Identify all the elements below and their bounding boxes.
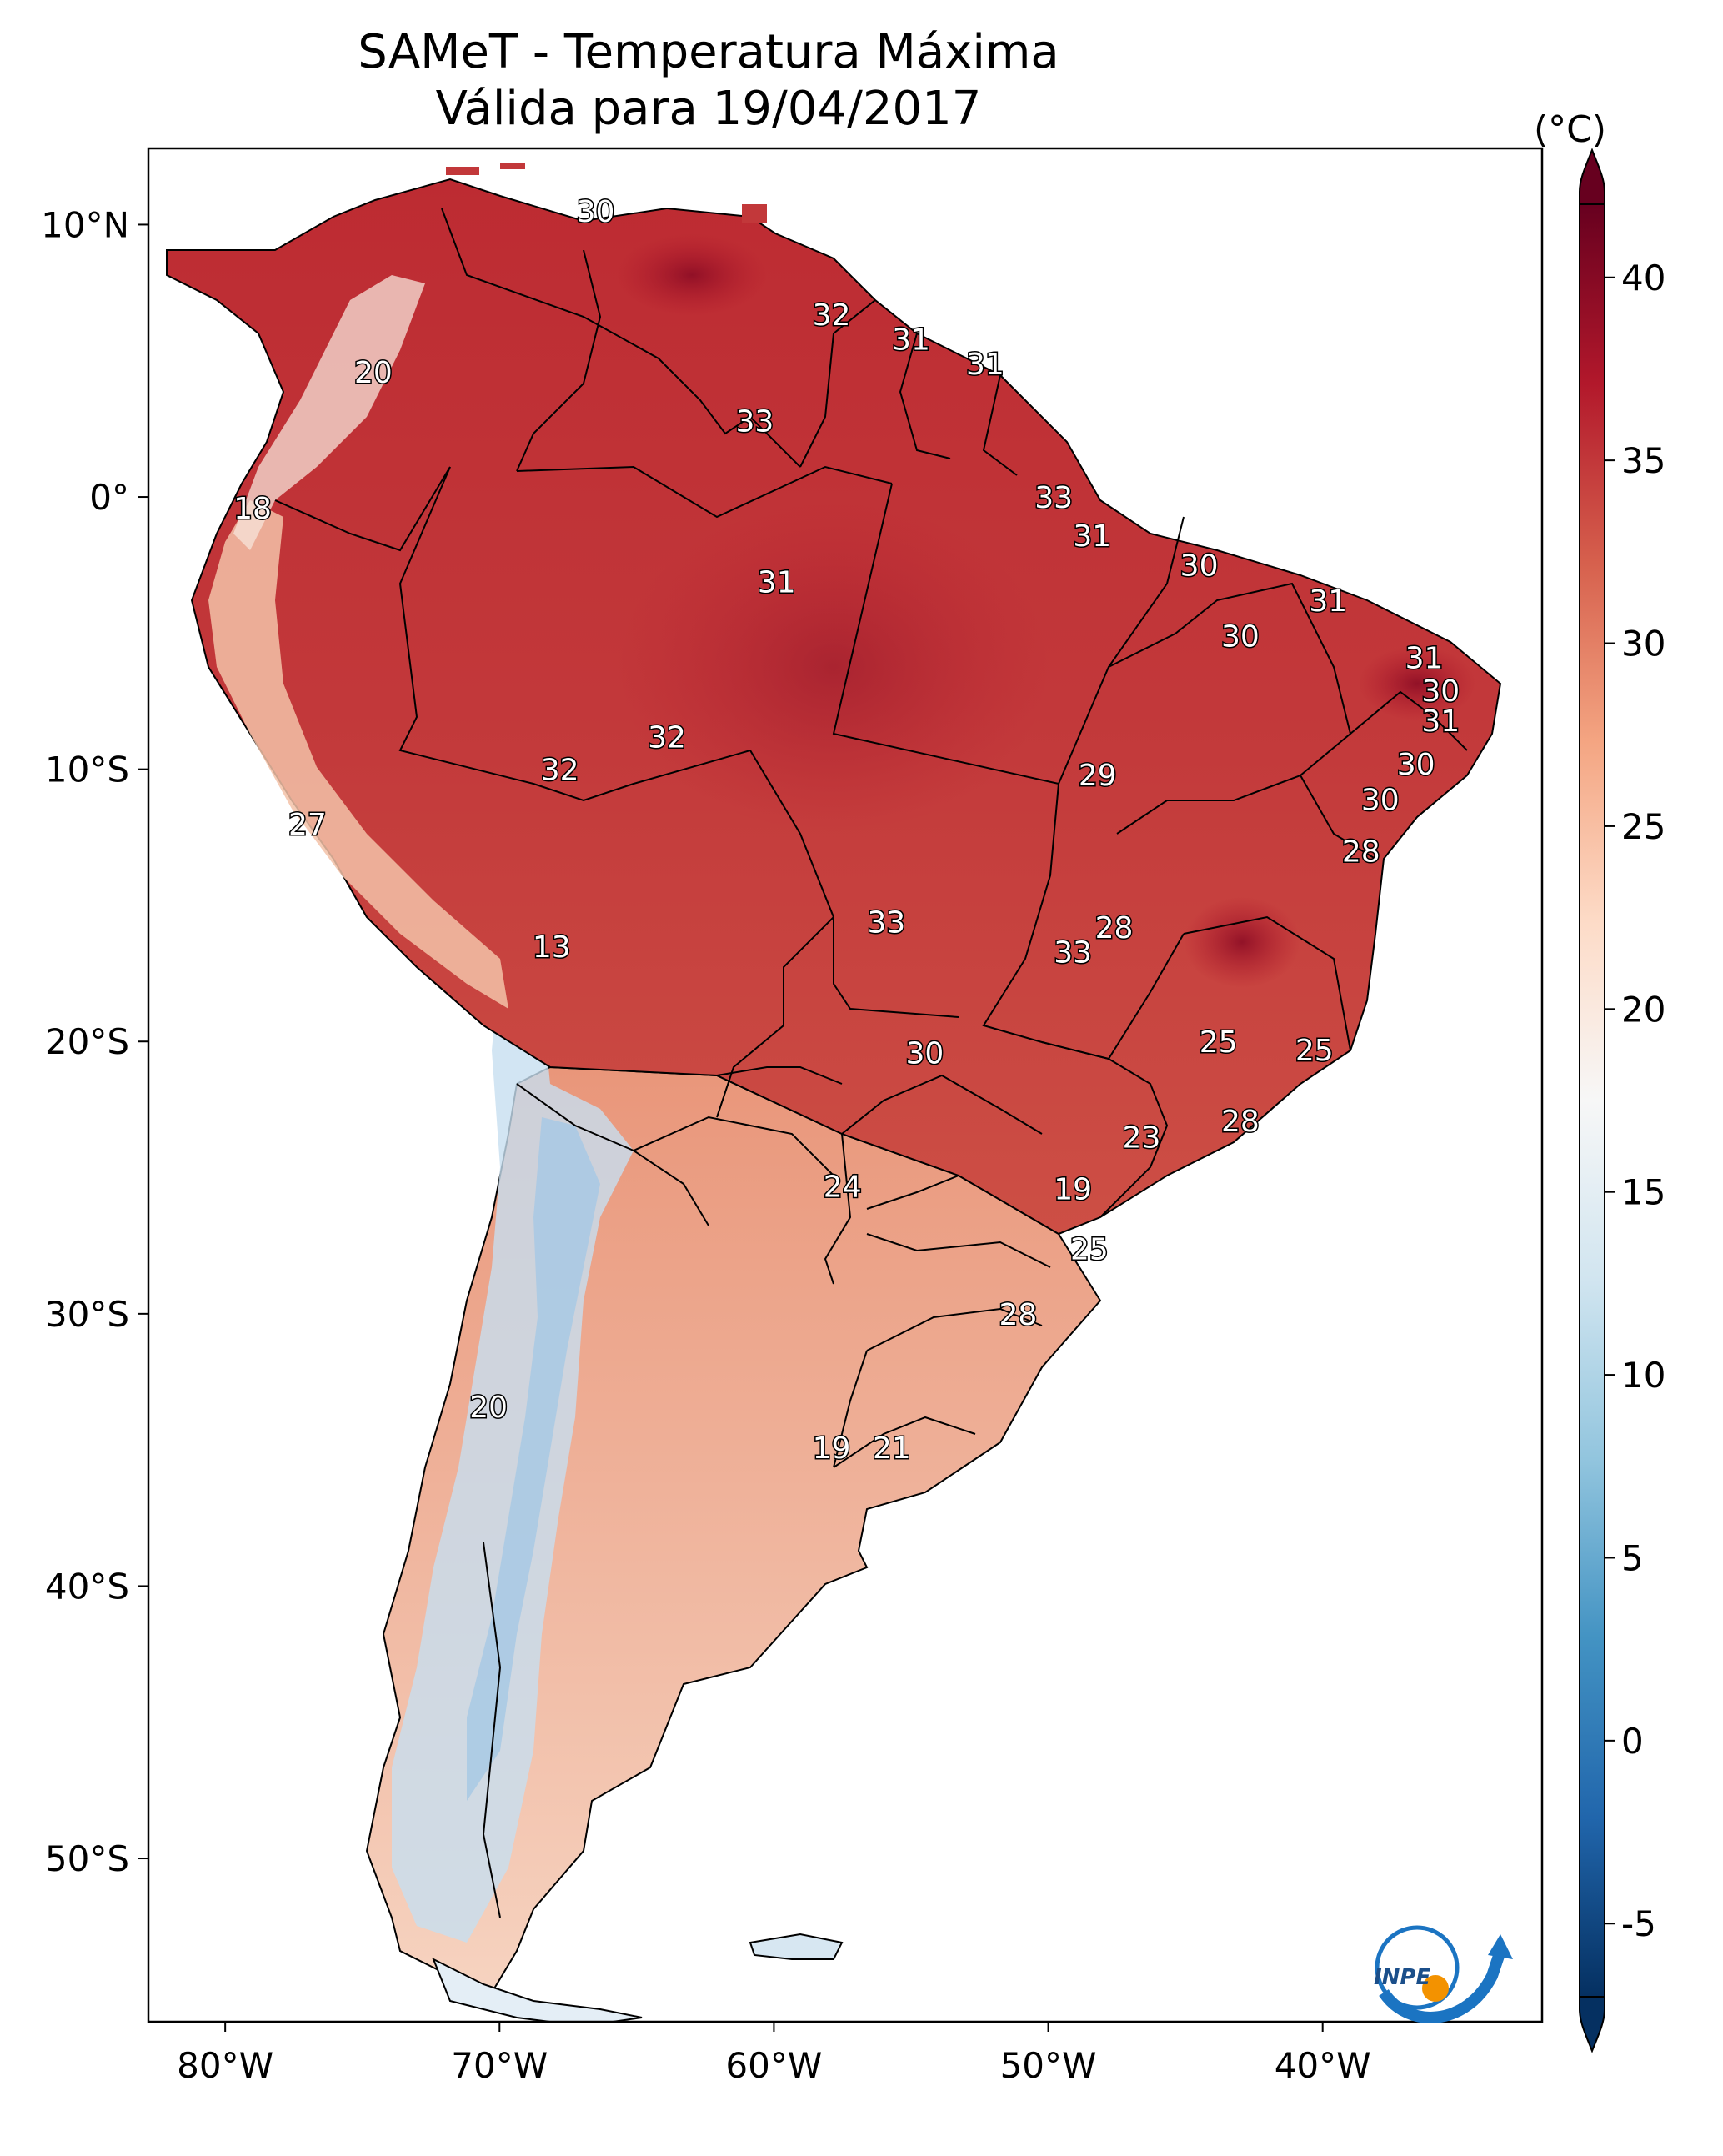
station-temperature-label: 25	[1295, 1034, 1334, 1068]
island-trinidad	[742, 204, 767, 223]
lon-tick-label: 80°W	[177, 2045, 273, 2086]
lat-tick-label: 20°S	[45, 1021, 129, 1062]
pacific-coast-cool-strip	[208, 500, 508, 1009]
station-temperature-label: 30	[1221, 620, 1260, 654]
latitude-axis: 10°N 0° 10°S 20°S 30°S 40°S 50°S	[41, 204, 148, 1879]
colorbar: -5 0 5 10 15 20 25 30 35 40	[1579, 148, 1665, 2053]
station-temperature-label: 31	[1421, 704, 1460, 739]
inpe-logo: INPE	[1374, 1925, 1513, 2023]
station-temperature-label: 23	[1123, 1121, 1161, 1156]
station-temperature-label: 31	[1073, 519, 1111, 554]
lon-tick-label: 70°W	[451, 2045, 548, 2086]
colorbar-tick-label: 5	[1621, 1537, 1644, 1578]
colorbar-tick-label: 30	[1621, 624, 1665, 664]
station-temperature-label: 28	[1342, 835, 1380, 870]
colorbar-tick-label: 40	[1621, 258, 1665, 298]
station-temperature-label: 33	[867, 906, 905, 940]
colorbar-bar	[1579, 203, 1605, 1998]
station-temperature-label: 28	[1221, 1105, 1260, 1139]
station-temperature-label: 30	[1397, 748, 1435, 782]
station-temperature-label: 24	[824, 1170, 862, 1204]
station-temperature-label: 30	[1361, 784, 1400, 818]
station-temperature-label: 30	[1421, 674, 1460, 709]
lon-tick-label: 40°W	[1275, 2045, 1371, 2086]
station-temperature-label: 13	[533, 930, 571, 965]
colorbar-units-label: (°C)	[1534, 108, 1607, 151]
station-temperature-label: 28	[999, 1298, 1037, 1332]
station-temperature-label: 33	[735, 405, 774, 439]
colombia-andes-cool	[233, 275, 425, 550]
station-temperature-label: 30	[1180, 549, 1219, 584]
station-temperature-label: 31	[966, 348, 1004, 382]
station-temperature-label: 19	[1054, 1173, 1092, 1207]
colorbar-tick-label: 0	[1621, 1721, 1644, 1762]
station-temperature-label: 33	[1034, 481, 1073, 515]
lat-tick-label: 0°	[89, 477, 129, 518]
colorbar-tick-label: 25	[1621, 806, 1665, 847]
station-temperature-label: 28	[1095, 911, 1134, 945]
hot-core-venezuela	[617, 233, 767, 317]
colorbar-tick-label: 20	[1621, 989, 1665, 1030]
colorbar-tick-label: -5	[1621, 1903, 1656, 1944]
station-temperature-label: 32	[648, 720, 686, 755]
station-temperature-label: 25	[1200, 1025, 1238, 1060]
map-frame	[147, 147, 1544, 2023]
station-temperature-label: 18	[233, 492, 272, 526]
colorbar-tick-label: 10	[1621, 1355, 1665, 1396]
lat-tick-label: 50°S	[45, 1838, 129, 1879]
political-borders	[274, 208, 1468, 1918]
hot-core-minas	[1184, 896, 1300, 988]
station-temperature-label: 31	[1309, 584, 1347, 619]
andes-cool-band	[392, 959, 634, 1943]
station-temperature-label: 31	[758, 565, 796, 599]
lat-tick-label: 10°N	[41, 204, 129, 245]
colorbar-tick-label: 35	[1621, 440, 1665, 481]
map-title: SAMeT - Temperatura Máxima	[358, 25, 1059, 79]
lon-tick-label: 60°W	[725, 2045, 822, 2086]
station-temperature-label: 20	[469, 1391, 508, 1425]
lat-tick-label: 30°S	[45, 1294, 129, 1335]
station-temperature-label: 30	[906, 1036, 944, 1070]
station-temperature-label: 31	[892, 323, 930, 358]
station-temperature-label: 31	[1405, 642, 1444, 676]
station-temperature-label: 32	[813, 298, 851, 333]
tierra-del-fuego	[432, 1957, 643, 2022]
colorbar-max-extension	[1579, 148, 1605, 205]
island-caribbean	[446, 167, 479, 175]
lat-tick-label: 40°S	[45, 1566, 129, 1607]
colorbar-min-extension	[1579, 1996, 1605, 2053]
station-temperature-label: 27	[288, 808, 327, 842]
station-temperature-label: 25	[1070, 1232, 1109, 1266]
island-caribbean-2	[500, 163, 525, 169]
station-temperature-label: 33	[1054, 935, 1092, 970]
longitude-axis: 80°W 70°W 60°W 50°W 40°W	[177, 2022, 1371, 2086]
colorbar-tick-label: 15	[1621, 1172, 1665, 1213]
falkland-islands	[749, 1933, 844, 1960]
station-temperature-label: 19	[813, 1431, 851, 1466]
inpe-logo-text: INPE	[1374, 1965, 1430, 1990]
station-temperature-label: 29	[1079, 759, 1117, 793]
station-temperature-label: 32	[541, 754, 579, 788]
lon-tick-label: 50°W	[1000, 2045, 1097, 2086]
station-temperature-label: 20	[354, 356, 393, 390]
station-temperature-label: 21	[873, 1431, 911, 1466]
station-temperature-label: 30	[577, 195, 615, 229]
map-subtitle: Válida para 19/04/2017	[435, 82, 982, 136]
colorbar-ticks: -5 0 5 10 15 20 25 30 35 40	[1605, 258, 1665, 1944]
lat-tick-label: 10°S	[45, 750, 129, 790]
hot-core-amazon	[617, 500, 1050, 834]
